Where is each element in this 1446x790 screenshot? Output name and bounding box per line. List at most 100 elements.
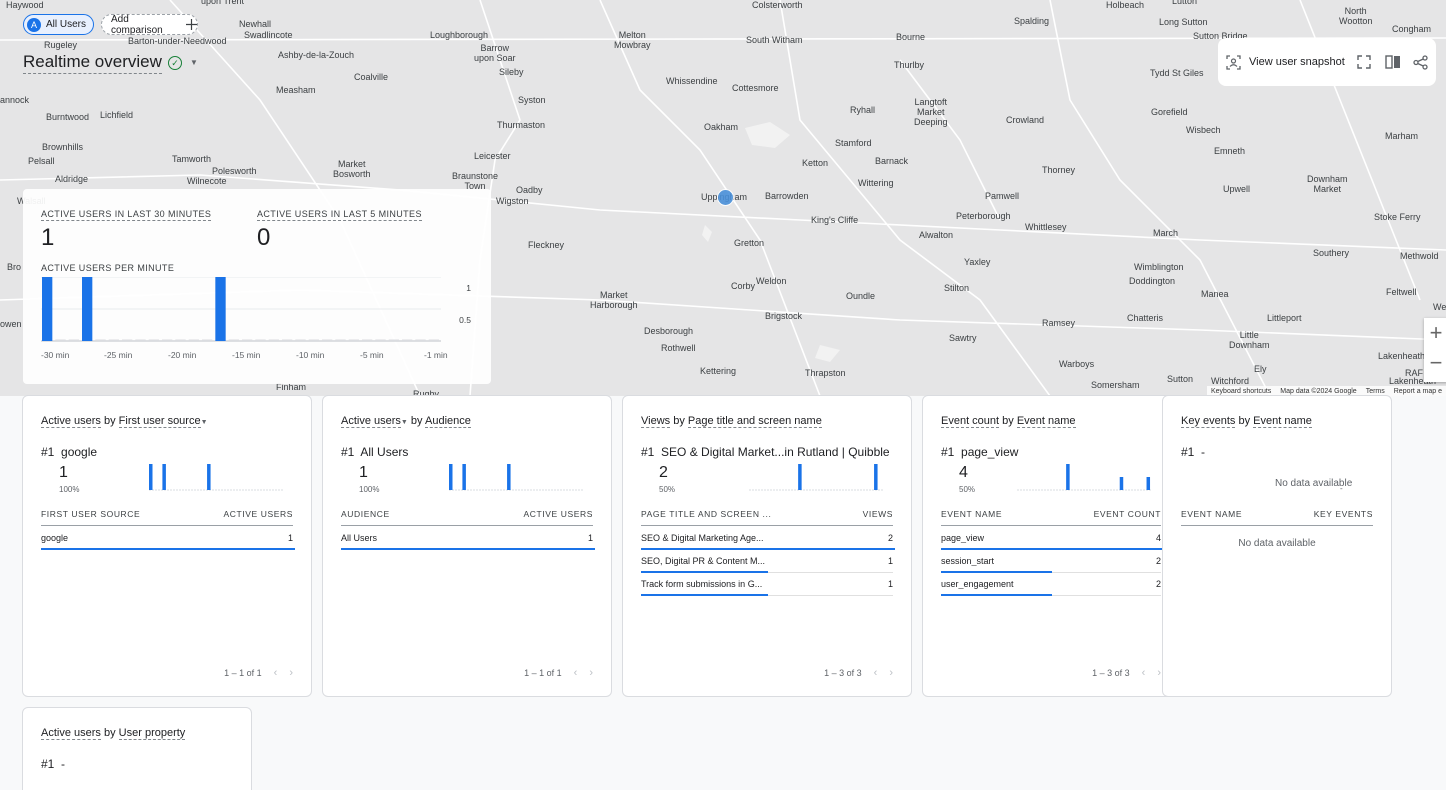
column-header-dimension[interactable]: FIRST USER SOURCE <box>41 509 141 519</box>
column-header-dimension[interactable]: EVENT NAME <box>941 509 1003 519</box>
column-header-metric[interactable]: VIEWS <box>862 509 893 519</box>
chart-bar[interactable] <box>375 339 386 342</box>
chart-bar[interactable] <box>295 339 306 342</box>
table-row[interactable]: SEO & Digital Marketing Age... 2 <box>641 527 895 550</box>
card-dimension[interactable]: First user source <box>118 415 201 428</box>
user-location-marker[interactable] <box>717 189 734 206</box>
share-icon[interactable] <box>1413 54 1428 70</box>
table-row[interactable]: Track form submissions in G... 1 <box>641 573 893 596</box>
report-map-error-link[interactable]: Report a map e <box>1393 387 1442 395</box>
previous-page-icon[interactable]: ‹ <box>1141 667 1146 679</box>
chart-bar[interactable] <box>108 339 119 342</box>
chart-bar[interactable] <box>228 339 239 342</box>
table-row[interactable]: session_start 2 <box>941 550 1161 573</box>
card-metric[interactable]: Active users <box>341 415 401 428</box>
caret-down-icon[interactable]: ▼ <box>200 419 208 426</box>
chart-bar[interactable] <box>188 339 199 342</box>
zoom-out-button[interactable]: − <box>1429 350 1443 375</box>
chart-bar[interactable] <box>322 339 333 342</box>
chart-bar[interactable] <box>55 339 66 342</box>
card-sparkline[interactable] <box>749 464 883 494</box>
card-metric[interactable]: Active users <box>41 415 101 428</box>
page-title[interactable]: Realtime overview <box>23 52 162 74</box>
card-title[interactable]: Event count by Event name <box>941 415 1076 428</box>
chart-bar[interactable] <box>428 339 439 342</box>
card-dimension[interactable]: Event name <box>1253 415 1312 428</box>
chart-bar[interactable] <box>388 339 399 342</box>
chart-bar[interactable] <box>282 339 293 342</box>
chart-bar[interactable] <box>42 277 53 341</box>
chart-bar[interactable] <box>255 339 266 342</box>
view-user-snapshot-button[interactable]: View user snapshot <box>1226 54 1345 70</box>
chart-bar[interactable] <box>82 277 93 341</box>
table-row[interactable]: google 1 <box>41 527 295 550</box>
column-header-dimension[interactable]: EVENT NAME <box>1181 509 1243 519</box>
next-page-icon[interactable]: › <box>289 667 293 679</box>
next-page-icon[interactable]: › <box>1157 667 1161 679</box>
chart-bar[interactable] <box>335 339 346 342</box>
column-header-metric[interactable]: EVENT COUNT <box>1093 509 1161 519</box>
chart-bar[interactable] <box>415 339 426 342</box>
column-header-metric[interactable]: KEY EVENTS <box>1313 509 1373 519</box>
chart-bar[interactable] <box>162 339 173 342</box>
card-dimension[interactable]: User property <box>118 727 186 740</box>
segment-chip-all-users[interactable]: A All Users <box>23 14 94 35</box>
card-metric[interactable]: Views <box>641 415 671 428</box>
chart-bar[interactable] <box>122 339 133 342</box>
card-metric[interactable]: Event count <box>941 415 1000 428</box>
chart-bar[interactable] <box>68 339 79 342</box>
chart-bar[interactable] <box>148 339 159 342</box>
chart-bar[interactable] <box>175 339 186 342</box>
caret-down-icon[interactable]: ▼ <box>400 419 408 426</box>
next-page-icon[interactable]: › <box>889 667 893 679</box>
card-title[interactable]: Active users by First user source▼ <box>41 415 208 428</box>
fullscreen-icon[interactable] <box>1357 55 1371 69</box>
map-town-label: Wisbech <box>1186 125 1221 135</box>
card-sparkline[interactable] <box>449 464 583 494</box>
chart-bar[interactable] <box>135 339 146 342</box>
chart-bar[interactable] <box>242 339 253 342</box>
card-title[interactable]: Key events by Event name <box>1181 415 1312 428</box>
column-header-metric[interactable]: ACTIVE USERS <box>223 509 293 519</box>
card-dimension[interactable]: Event name <box>1016 415 1076 428</box>
previous-page-icon[interactable]: ‹ <box>573 667 578 679</box>
table-row[interactable]: user_engagement 2 <box>941 573 1161 596</box>
chart-bar[interactable] <box>215 277 226 341</box>
chart-bar[interactable] <box>348 339 359 342</box>
column-header-dimension[interactable]: AUDIENCE <box>341 509 390 519</box>
zoom-in-button[interactable]: + <box>1429 320 1443 345</box>
chevron-down-icon[interactable]: ▼ <box>190 58 198 67</box>
card-title[interactable]: Views by Page title and screen name <box>641 415 822 428</box>
table-row[interactable]: SEO, Digital PR & Content M... 1 <box>641 550 893 573</box>
previous-page-icon[interactable]: ‹ <box>873 667 878 679</box>
previous-page-icon[interactable]: ‹ <box>273 667 278 679</box>
chart-bar[interactable] <box>202 339 213 342</box>
keyboard-shortcuts-link[interactable]: Keyboard shortcuts <box>1210 387 1272 395</box>
active-users-per-minute-chart[interactable]: -30 min -25 min -20 min -15 min -10 min -5 mi… <box>41 277 481 362</box>
chart-bar[interactable] <box>95 339 106 342</box>
column-header-dimension[interactable]: PAGE TITLE AND SCREEN ... <box>641 509 772 519</box>
card-dimension[interactable]: Page title and screen name <box>687 415 822 428</box>
chart-bar[interactable] <box>362 339 373 342</box>
compare-columns-icon[interactable] <box>1385 55 1401 69</box>
table-row[interactable]: page_view 4 <box>941 527 1163 550</box>
next-page-icon[interactable]: › <box>589 667 593 679</box>
card-metric[interactable]: Active users <box>41 727 101 740</box>
card-by: by <box>1238 415 1251 427</box>
chart-bar[interactable] <box>308 339 319 342</box>
add-comparison-button[interactable]: Add comparison <box>101 14 198 36</box>
card-metric[interactable]: Key events <box>1181 415 1236 428</box>
active-users-30min-label[interactable]: ACTIVE USERS IN LAST 30 MINUTES <box>41 209 212 221</box>
map-zoom-control[interactable]: + − <box>1424 318 1446 382</box>
card-sparkline[interactable] <box>149 464 283 494</box>
column-header-metric[interactable]: ACTIVE USERS <box>523 509 593 519</box>
terms-link[interactable]: Terms <box>1365 387 1385 395</box>
card-title[interactable]: Active users by User property <box>41 727 186 740</box>
card-dimension[interactable]: Audience <box>425 415 471 428</box>
active-users-5min-label[interactable]: ACTIVE USERS IN LAST 5 MINUTES <box>257 209 422 221</box>
chart-bar[interactable] <box>268 339 279 342</box>
card-sparkline[interactable] <box>1017 464 1151 494</box>
table-row[interactable]: All Users 1 <box>341 527 595 550</box>
card-title[interactable]: Active users▼ by Audience <box>341 415 471 428</box>
chart-bar[interactable] <box>402 339 413 342</box>
